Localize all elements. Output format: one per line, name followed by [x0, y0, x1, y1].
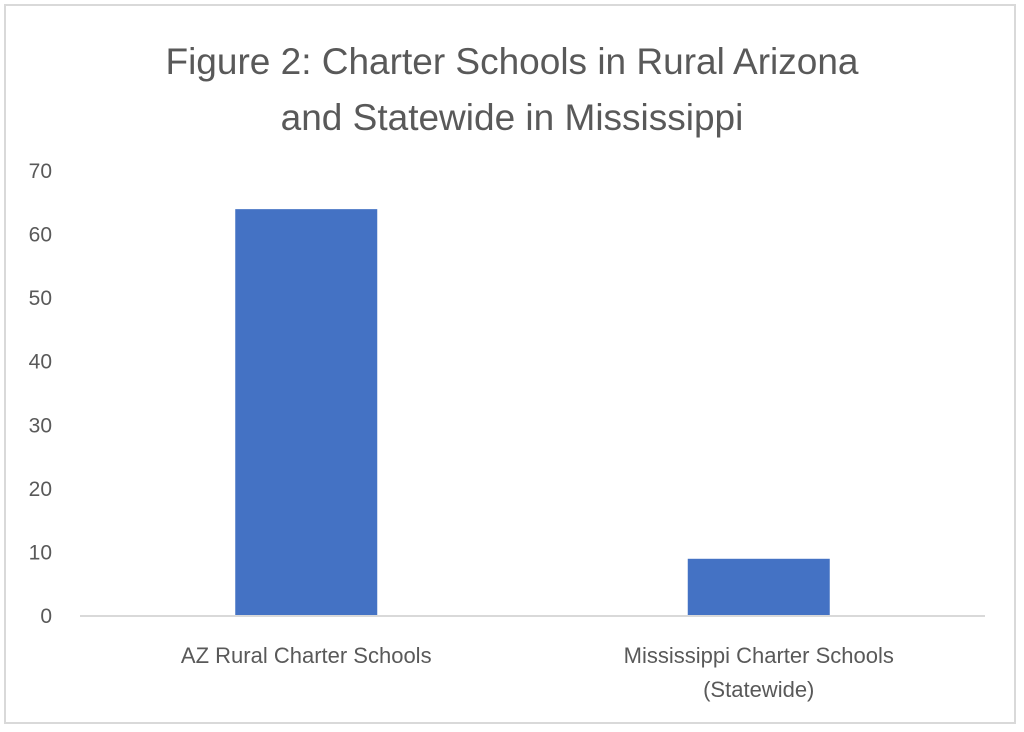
chart-frame: Figure 2: Charter Schools in Rural Arizo… — [4, 4, 1016, 724]
chart-title-line-1: Figure 2: Charter Schools in Rural Arizo… — [165, 41, 859, 82]
chart-title: Figure 2: Charter Schools in Rural Arizo… — [6, 34, 1018, 146]
bar — [687, 558, 830, 616]
y-tick-label: 60 — [29, 224, 52, 247]
bar — [235, 209, 378, 616]
y-tick-label: 70 — [29, 160, 52, 183]
y-tick-label: 10 — [29, 541, 52, 564]
x-category-label: (Statewide) — [703, 677, 814, 702]
y-tick-label: 30 — [29, 414, 52, 437]
y-tick-label: 0 — [40, 605, 52, 628]
x-category-label: Mississippi Charter Schools — [624, 643, 894, 668]
y-tick-label: 50 — [29, 287, 52, 310]
y-tick-label: 40 — [29, 351, 52, 374]
chart-title-line-2: and Statewide in Mississippi — [280, 97, 744, 138]
y-tick-label: 20 — [29, 478, 52, 501]
x-category-label: AZ Rural Charter Schools — [181, 643, 432, 668]
